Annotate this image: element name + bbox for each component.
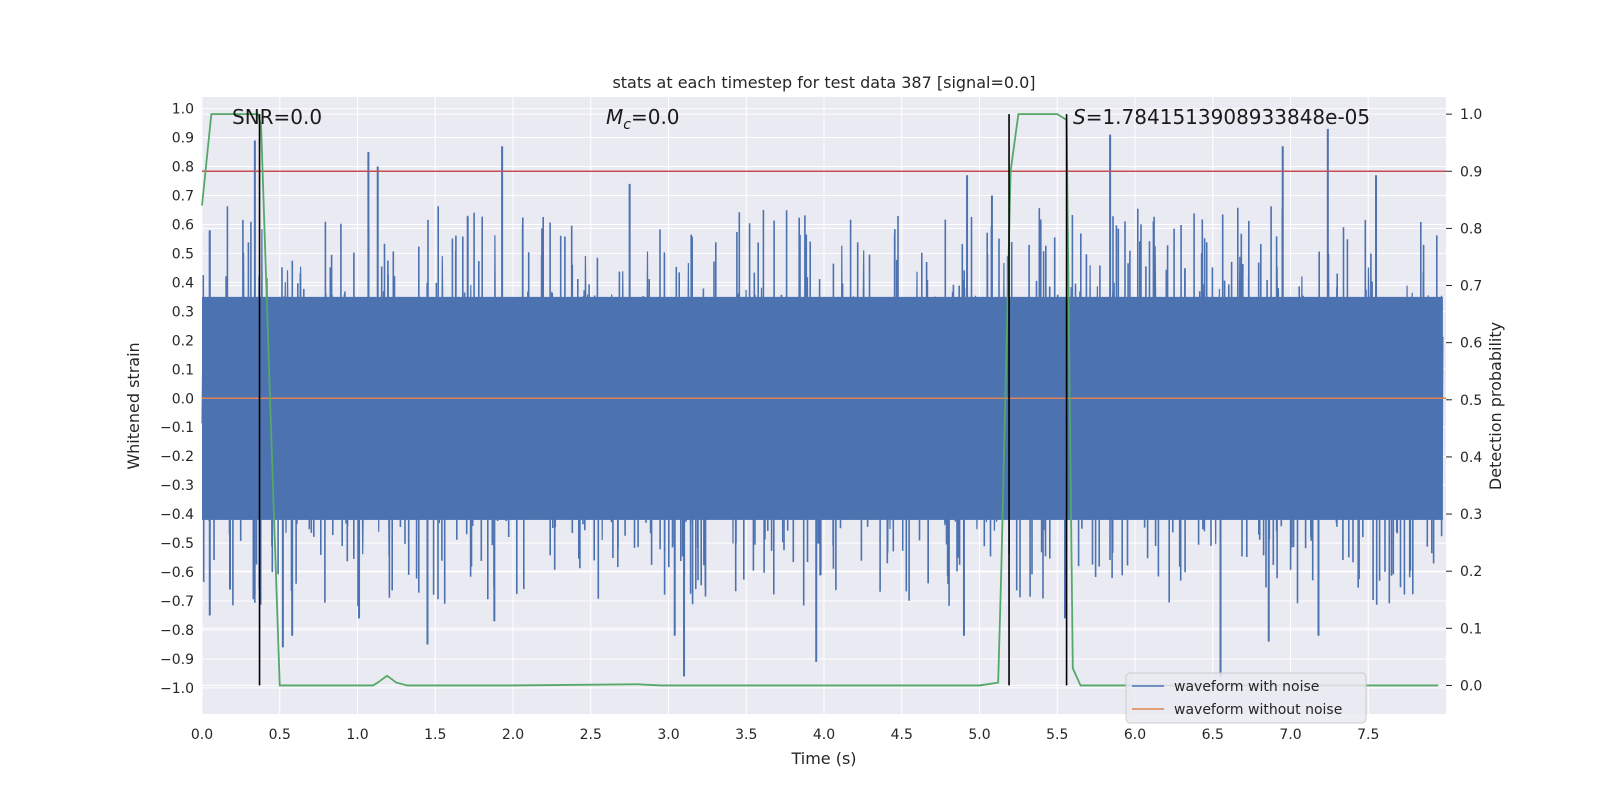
legend-box (1125, 672, 1367, 724)
y-right-tick-label: 0.5 (1460, 393, 1482, 409)
y-right-tick-label: 0.4 (1460, 450, 1482, 466)
x-tick-label: 2.0 (502, 727, 524, 743)
y-right-axis-label: Detection probability (1486, 322, 1505, 490)
legend-label-clean: waveform without noise (1174, 702, 1342, 718)
x-tick-label: 5.0 (968, 727, 990, 743)
y-tick-label: 0.8 (172, 160, 194, 176)
y-tick-label: 0.0 (172, 391, 194, 407)
y-right-tick-label: 0.6 (1460, 336, 1482, 352)
y-tick-label: −0.6 (160, 565, 194, 581)
y-tick-label: −0.2 (160, 449, 194, 465)
x-tick-label: 0.0 (191, 727, 213, 743)
mc-subscript: c (623, 117, 631, 133)
x-tick-label: 4.0 (813, 727, 835, 743)
x-tick-label: 2.5 (580, 727, 602, 743)
y-right-tick-label: 0.9 (1460, 164, 1482, 180)
x-tick-label: 7.5 (1357, 727, 1379, 743)
x-tick-label: 5.5 (1046, 727, 1068, 743)
x-axis-label: Time (s) (790, 749, 856, 768)
y-right-tick-label: 1.0 (1460, 107, 1482, 123)
axis-layer: 0.0 0.5 1.0 1.5 2.0 2.5 3.0 3.5 4.0 4.5 5.0 5.5 6.0 6… (160, 102, 1482, 743)
x-tick-label: 3.5 (735, 727, 757, 743)
x-tick-label: 0.5 (269, 727, 291, 743)
x-tick-label: 1.5 (424, 727, 446, 743)
mc-value: =0.0 (631, 105, 680, 129)
y-tick-label: 0.4 (172, 275, 194, 291)
x-tick-label: 4.5 (891, 727, 913, 743)
mc-annotation: Mc=0.0 (606, 105, 680, 133)
y-tick-label: 0.2 (172, 333, 194, 349)
y-tick-label: −1.0 (160, 681, 194, 697)
legend: waveform with noise waveform without noi… (1125, 672, 1367, 724)
s-symbol: S (1073, 105, 1086, 129)
y-right-tick-label: 0.0 (1460, 678, 1482, 694)
y-tick-label: −0.7 (160, 594, 194, 610)
y-right-tick-label: 0.7 (1460, 279, 1482, 295)
mc-symbol: M (606, 105, 623, 129)
series-layer (201, 113, 1446, 687)
y-tick-label: 0.5 (172, 246, 194, 262)
y-tick-label: −0.1 (160, 420, 194, 436)
y-tick-label: −0.9 (160, 652, 194, 668)
y-right-tick-label: 0.1 (1460, 621, 1482, 637)
x-tick-label: 1.0 (346, 727, 368, 743)
y-tick-label: 0.6 (172, 217, 194, 233)
y-tick-label: −0.8 (160, 623, 194, 639)
chart-title: stats at each timestep for test data 387… (612, 73, 1035, 92)
y-tick-label: −0.3 (160, 478, 194, 494)
vline-layer (258, 114, 1068, 686)
snr-annotation: SNR=0.0 (232, 105, 322, 129)
s-value: =1.7841513908933848e-05 (1086, 105, 1370, 129)
y-tick-label: 0.9 (172, 131, 194, 147)
s-annotation: S=1.7841513908933848e-05 (1073, 105, 1370, 129)
y-axis-label: Whitened strain (124, 342, 143, 469)
y-tick-label: −0.4 (160, 507, 194, 523)
legend-label-noise: waveform with noise (1174, 679, 1319, 695)
x-tick-label: 3.0 (657, 727, 679, 743)
y-tick-label: 0.7 (172, 188, 194, 204)
x-tick-label: 6.5 (1202, 727, 1224, 743)
x-tick-label: 6.0 (1124, 727, 1146, 743)
y-right-tick-label: 0.8 (1460, 221, 1482, 237)
y-right-tick-label: 0.3 (1460, 507, 1482, 523)
x-tick-label: 7.0 (1279, 727, 1301, 743)
y-tick-label: 1.0 (172, 102, 194, 118)
y-tick-label: −0.5 (160, 536, 194, 552)
y-right-tick-label: 0.2 (1460, 564, 1482, 580)
y-tick-label: 0.3 (172, 304, 194, 320)
y-tick-label: 0.1 (172, 362, 194, 378)
